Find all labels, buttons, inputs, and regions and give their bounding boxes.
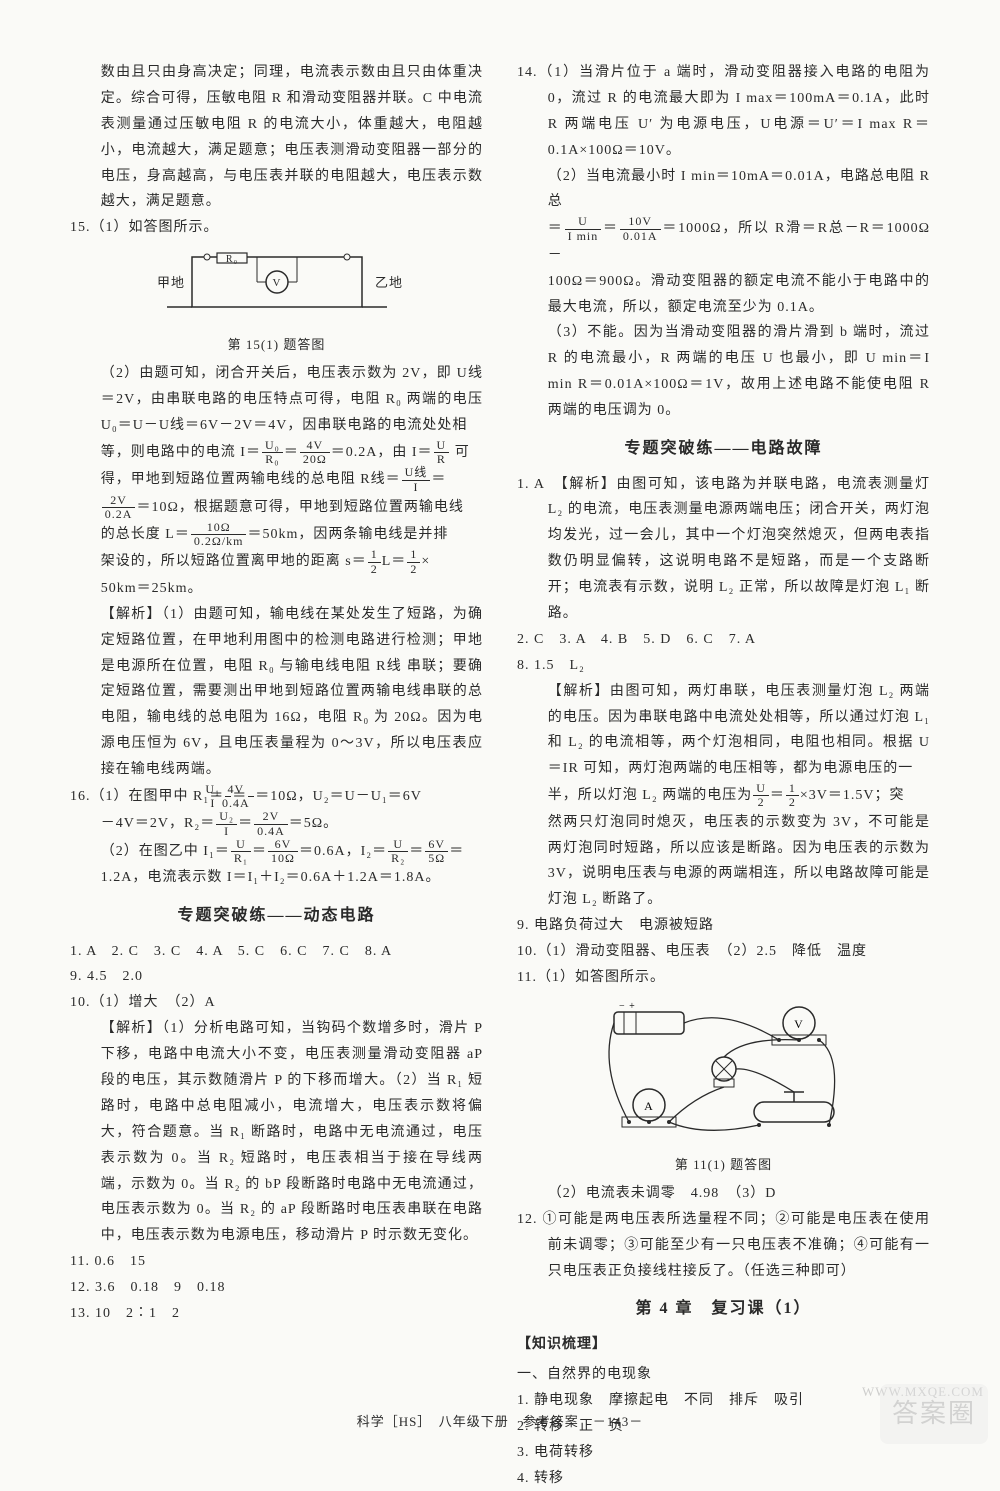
figure-11: − + V A: [517, 997, 930, 1147]
q14-2b: ＝UI min＝10V0.01A＝1000Ω，所以 R滑＝R总－R＝1000Ω－: [517, 215, 930, 268]
r8-head: 8. 1.5 L₂: [517, 653, 930, 679]
q11: 11. 0.6 15: [70, 1249, 483, 1275]
q13: 13. 10 2∶1 2: [70, 1301, 483, 1327]
watermark-logo: 答案圈: [880, 1384, 988, 1444]
r10: 10.（1）滑动变阻器、电压表 （2）2.5 降低 温度: [517, 939, 930, 965]
q14-2a: （2）当电流最小时 I min＝10mA＝0.01A，电路总电阻 R总: [517, 164, 930, 216]
q12: 12. 3.6 0.18 9 0.18: [70, 1275, 483, 1301]
r8-mid: 半，所以灯泡 L₂ 两端的电压为U2＝12×3V＝1.5V；突: [517, 782, 930, 809]
svg-text:− +: − +: [619, 1001, 636, 1012]
q16d: 1.2A，电流表示数 I＝I₁＋I₂＝0.6A＋1.2A＝1.8A。: [70, 865, 483, 891]
q10-head: 10.（1）增大 （2）A: [70, 990, 483, 1016]
q16b: －4V＝2V，R₂＝U₂I＝2V0.4A＝5Ω。: [70, 810, 483, 837]
r8-analysis-a: 【解析】由图可知，两灯串联，电压表测量灯泡 L₂ 两端的电压。因为串联电路中电流…: [517, 679, 930, 783]
svg-text:乙地: 乙地: [375, 275, 403, 290]
q16a: 16.（1）在图甲中 R₁＝U₁I＝4V0.4A＝10Ω，U₂＝U－U₁＝6V: [70, 783, 483, 810]
r9: 9. 电路负荷过大 电源被短路: [517, 913, 930, 939]
svg-text:甲地: 甲地: [157, 275, 185, 290]
heading-dynamic: 专题突破练——动态电路: [70, 901, 483, 931]
svg-text:A: A: [644, 1099, 654, 1113]
svg-text:V: V: [272, 277, 281, 289]
q16c: （2）在图乙中 I₁＝UR₁＝6V10Ω＝0.6A，I₂＝UR₂＝6V5Ω＝: [70, 838, 483, 865]
heading-fault: 专题突破练——电路故障: [517, 434, 930, 464]
figure-11-caption: 第 11(1) 题答图: [517, 1153, 930, 1177]
q15-2g: 50km＝25km。: [70, 576, 483, 602]
r12: 12. ①可能是两电压表所选量程不同；②可能是电压表在使用前未调零；③可能至少有…: [517, 1207, 930, 1285]
kb3: 3. 电荷转移: [517, 1440, 930, 1466]
r1: 1. A 【解析】由图可知，该电路为并联电路，电流表测量灯 L₂ 的电流，电压表…: [517, 472, 930, 627]
kb4: 4. 转移: [517, 1466, 930, 1491]
kb-head: 【知识梳理】: [517, 1332, 930, 1358]
q14-2c: 100Ω＝900Ω。滑动变阻器的额定电流不能小于电路中的最大电流，所以，额定电流…: [517, 269, 930, 321]
answers-2: 9. 4.5 2.0: [70, 964, 483, 990]
r11-head: 11.（1）如答图所示。: [517, 965, 930, 991]
q15-2f: 架设的，所以短路位置离甲地的距离 s＝12L＝12×: [70, 548, 483, 575]
figure-15-caption: 第 15(1) 题答图: [70, 333, 483, 357]
q15-analysis: 【解析】（1）由题可知，输电线在某处发生了短路，为确定短路位置，在甲地利用图中的…: [70, 602, 483, 783]
right-column: 14.（1）当滑片位于 a 端时，滑动变阻器接入电路的电阻为 0，流过 R 的电…: [517, 60, 930, 1350]
svg-text:V: V: [794, 1017, 804, 1031]
q14-3: （3）不能。因为当滑动变阻器的滑片滑到 b 端时，流过 R 的电流最小，R 两端…: [517, 320, 930, 424]
r8-analysis-b: 然两只灯泡同时熄灭，电压表的示数变为 3V，不可能是两灯泡同时短路，所以应该是断…: [517, 810, 930, 914]
heading-ch4: 第 4 章 复习课（1）: [517, 1294, 930, 1324]
q15-2e: 的总长度 L＝10Ω0.2Ω/km＝50km，因两条输电线是并排: [70, 521, 483, 548]
q15-2b: 等，则电路中的电流 I＝U₀R₀＝4V20Ω＝0.2A，由 I＝UR 可: [70, 439, 483, 466]
r11-2: （2）电流表未调零 4.98 （3）D: [517, 1181, 930, 1207]
left-column: 数由且只由身高决定；同理，电流表示数由且只由体重决定。综合可得，压敏电阻 R 和…: [70, 60, 483, 1350]
page-footer: 科学［HS］ 八年级下册 参考答案 －143－: [0, 1410, 1000, 1434]
svg-text:R₀: R₀: [225, 254, 237, 265]
q15-2c: 得，甲地到短路位置两输电线的总电阻 R线＝U线I＝: [70, 466, 483, 493]
figure-15: R₀ V 甲地 乙地: [70, 247, 483, 327]
answers-1: 1. A 2. C 3. C 4. A 5. C 6. C 7. C 8. A: [70, 939, 483, 965]
q14-1: 14.（1）当滑片位于 a 端时，滑动变阻器接入电路的电阻为 0，流过 R 的电…: [517, 60, 930, 164]
r2: 2. C 3. A 4. B 5. D 6. C 7. A: [517, 627, 930, 653]
q15-2a: （2）由题可知，闭合开关后，电压表示数为 2V，即 U线＝2V，由串联电路的电压…: [70, 361, 483, 439]
question-15-1: 15.（1）如答图所示。: [70, 215, 483, 241]
q10-analysis: 【解析】（1）分析电路可知，当钩码个数增多时，滑片 P 下移，电路中电流大小不变…: [70, 1016, 483, 1249]
q15-2d: 2V0.2A＝10Ω，根据题意可得，甲地到短路位置两输电线: [70, 494, 483, 521]
paragraph: 数由且只由身高决定；同理，电流表示数由且只由体重决定。综合可得，压敏电阻 R 和…: [70, 60, 483, 215]
